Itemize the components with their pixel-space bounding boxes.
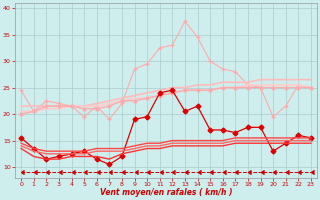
X-axis label: Vent moyen/en rafales ( km/h ): Vent moyen/en rafales ( km/h )	[100, 188, 232, 197]
